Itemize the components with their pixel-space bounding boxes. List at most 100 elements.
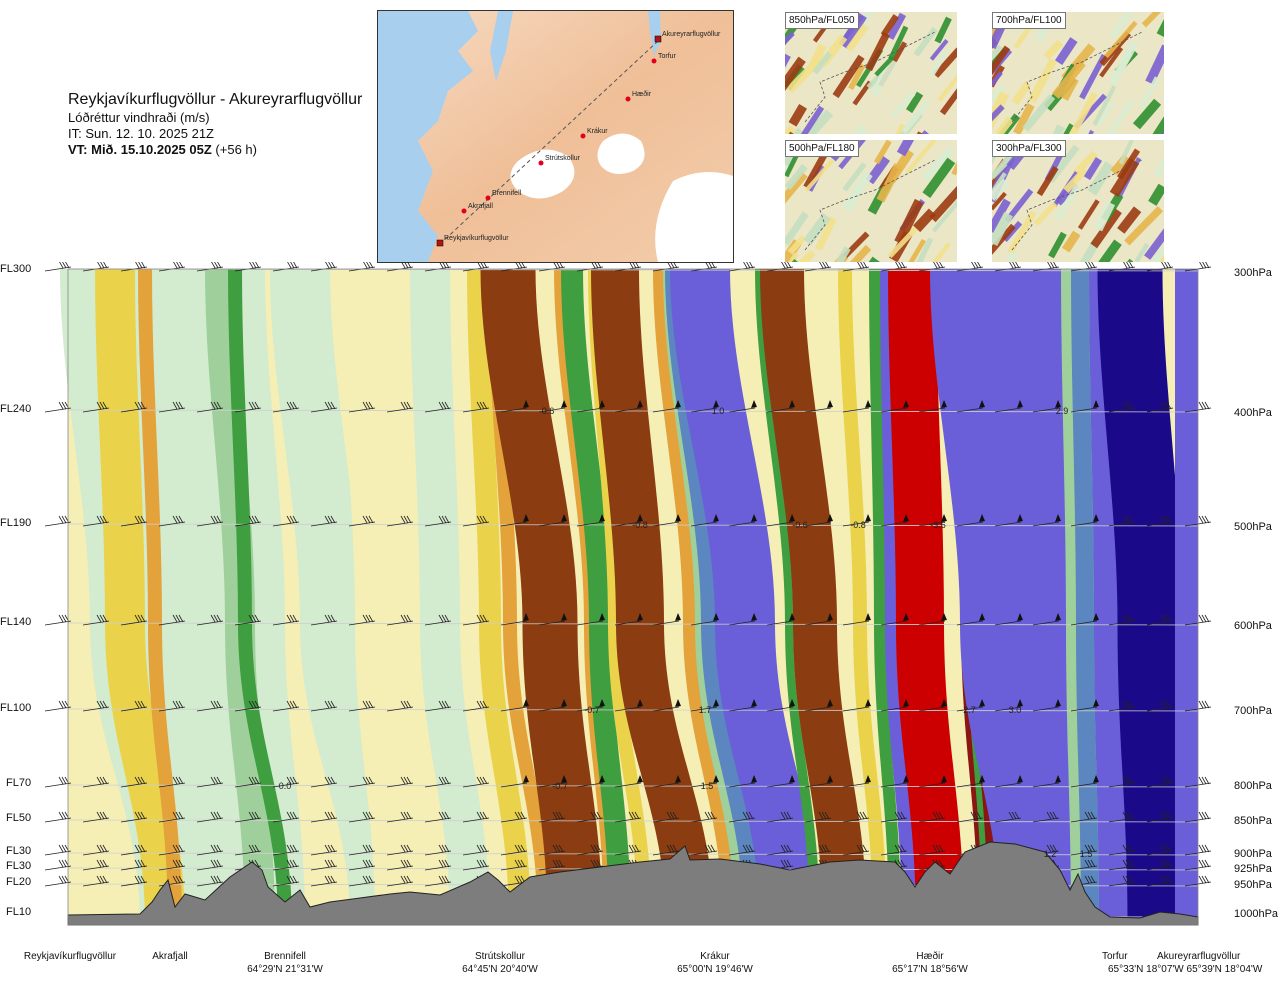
thumb-300-label: 300hPa/FL300	[992, 140, 1066, 157]
wind-barb	[1070, 400, 1099, 413]
thumb-field-streak	[1079, 53, 1107, 100]
thumb-field-streak	[933, 47, 957, 78]
wind-barb	[120, 776, 148, 788]
location-label: Akureyrarflugvöllur	[1157, 950, 1272, 963]
contour-value-label: -0.7	[584, 705, 600, 715]
vertical-velocity-field	[60, 269, 1198, 925]
velocity-band	[410, 269, 490, 925]
thumb-500-field	[785, 140, 957, 262]
wind-barb	[158, 700, 186, 712]
thumb-field-streak	[842, 170, 873, 213]
valid-time-bold: VT: Mið. 15.10.2025 05Z	[68, 142, 212, 157]
thumb-500-label: 500hPa/FL180	[785, 140, 859, 157]
thumb-field-streak	[833, 244, 872, 262]
map-waypoint-marker	[485, 195, 491, 201]
thumb-field-streak	[887, 12, 907, 40]
hpa-label: 500hPa	[1234, 521, 1272, 533]
hpa-label: 950hPa	[1234, 879, 1272, 891]
wind-barb	[424, 401, 452, 413]
map-glacier-vatnajokull	[655, 172, 733, 262]
fl-label: FL190	[0, 517, 32, 529]
thumb-field-streak	[901, 101, 930, 134]
wind-barb	[1108, 614, 1136, 626]
thumb-500[interactable]: 500hPa/FL180	[785, 140, 957, 262]
wind-barb	[120, 401, 148, 413]
wind-barb	[44, 401, 72, 413]
velocity-band	[1175, 269, 1198, 925]
thumb-300[interactable]: 300hPa/FL300	[992, 140, 1164, 262]
thumb-field-streak	[905, 238, 927, 262]
wind-barb	[538, 613, 567, 626]
thumb-field-streak	[848, 63, 866, 91]
thumb-field-streak	[785, 171, 808, 209]
wind-barb	[348, 776, 376, 788]
wind-barb	[82, 401, 110, 413]
wind-barb	[348, 401, 376, 413]
thumb-field-streak	[1097, 239, 1122, 262]
wind-barb	[500, 613, 529, 626]
thumb-field-streak	[803, 150, 829, 189]
wind-barb	[44, 614, 72, 626]
thumb-field-streak	[1007, 210, 1037, 255]
contour-value-label: -0.8	[632, 520, 648, 530]
fl-label: FL100	[0, 702, 32, 714]
thumb-field-streak	[1033, 201, 1058, 226]
wind-barb	[1108, 859, 1136, 871]
thumb-field-streak	[934, 16, 952, 44]
wind-barb	[842, 844, 870, 856]
wind-barb	[120, 844, 148, 856]
wind-barb	[44, 515, 72, 527]
wind-barb	[462, 844, 490, 856]
wind-barb	[880, 613, 909, 626]
wind-barb	[1146, 401, 1174, 413]
wind-barb	[690, 400, 719, 413]
map-waypoint-label: Krákur	[587, 128, 608, 135]
thumb-850[interactable]: 850hPa/FL050	[785, 12, 957, 134]
wind-barb	[82, 875, 110, 887]
wind-barb	[424, 776, 452, 788]
thumb-300-field	[992, 140, 1164, 262]
thumb-field-streak	[992, 191, 1007, 211]
wind-barb	[538, 811, 566, 823]
wind-barb	[1108, 875, 1136, 887]
level-line	[67, 523, 1199, 527]
map-airport-marker	[436, 239, 444, 247]
location-name: Torfur	[1102, 951, 1128, 962]
wind-barb	[576, 811, 604, 823]
contour-value-label: -0.7	[552, 781, 568, 791]
thumb-field-streak	[1083, 156, 1103, 181]
wind-barb	[614, 775, 643, 788]
wind-barb	[1146, 859, 1174, 871]
thumb-field-streak	[1011, 81, 1032, 105]
chart-frame	[67, 268, 1199, 926]
level-line	[67, 819, 1199, 823]
wind-barb	[272, 776, 300, 788]
wind-barb	[1146, 875, 1174, 887]
location-label: Akrafjall	[135, 950, 205, 963]
wind-barb	[576, 775, 605, 788]
wind-barb	[842, 514, 871, 527]
wind-barb	[120, 700, 148, 712]
thumb-700[interactable]: 700hPa/FL100	[992, 12, 1164, 134]
wind-barb	[310, 614, 338, 626]
chart-header: Reykjavíkurflugvöllur - Akureyrarflugvöl…	[68, 90, 388, 158]
thumb-field-streak	[1048, 231, 1067, 259]
contour-labels: 0.6 1.0 2.9 -0.8 -0.6 -0.8 -3.6 -0.7 1.7 -2.7 3.0 0…	[279, 406, 1093, 859]
map-waypoint-marker	[625, 96, 631, 102]
wind-barb	[82, 700, 110, 712]
contour-value-label: 3.0	[1009, 705, 1022, 715]
wind-barb	[424, 614, 452, 626]
wind-barb	[728, 844, 756, 856]
hpa-label: 800hPa	[1234, 780, 1272, 792]
wind-barb	[994, 699, 1023, 712]
issue-time: IT: Sun. 12. 10. 2025 21Z	[68, 126, 214, 141]
wind-barb	[918, 613, 947, 626]
wind-barb	[348, 875, 376, 887]
wind-barb	[1070, 775, 1099, 788]
wind-barb	[386, 875, 414, 887]
map-waypoint-label: Torfur	[658, 53, 677, 60]
wind-barb	[158, 515, 186, 527]
thumb-field-streak	[1055, 37, 1078, 66]
wind-barb	[500, 400, 529, 413]
wind-barb	[690, 844, 718, 856]
